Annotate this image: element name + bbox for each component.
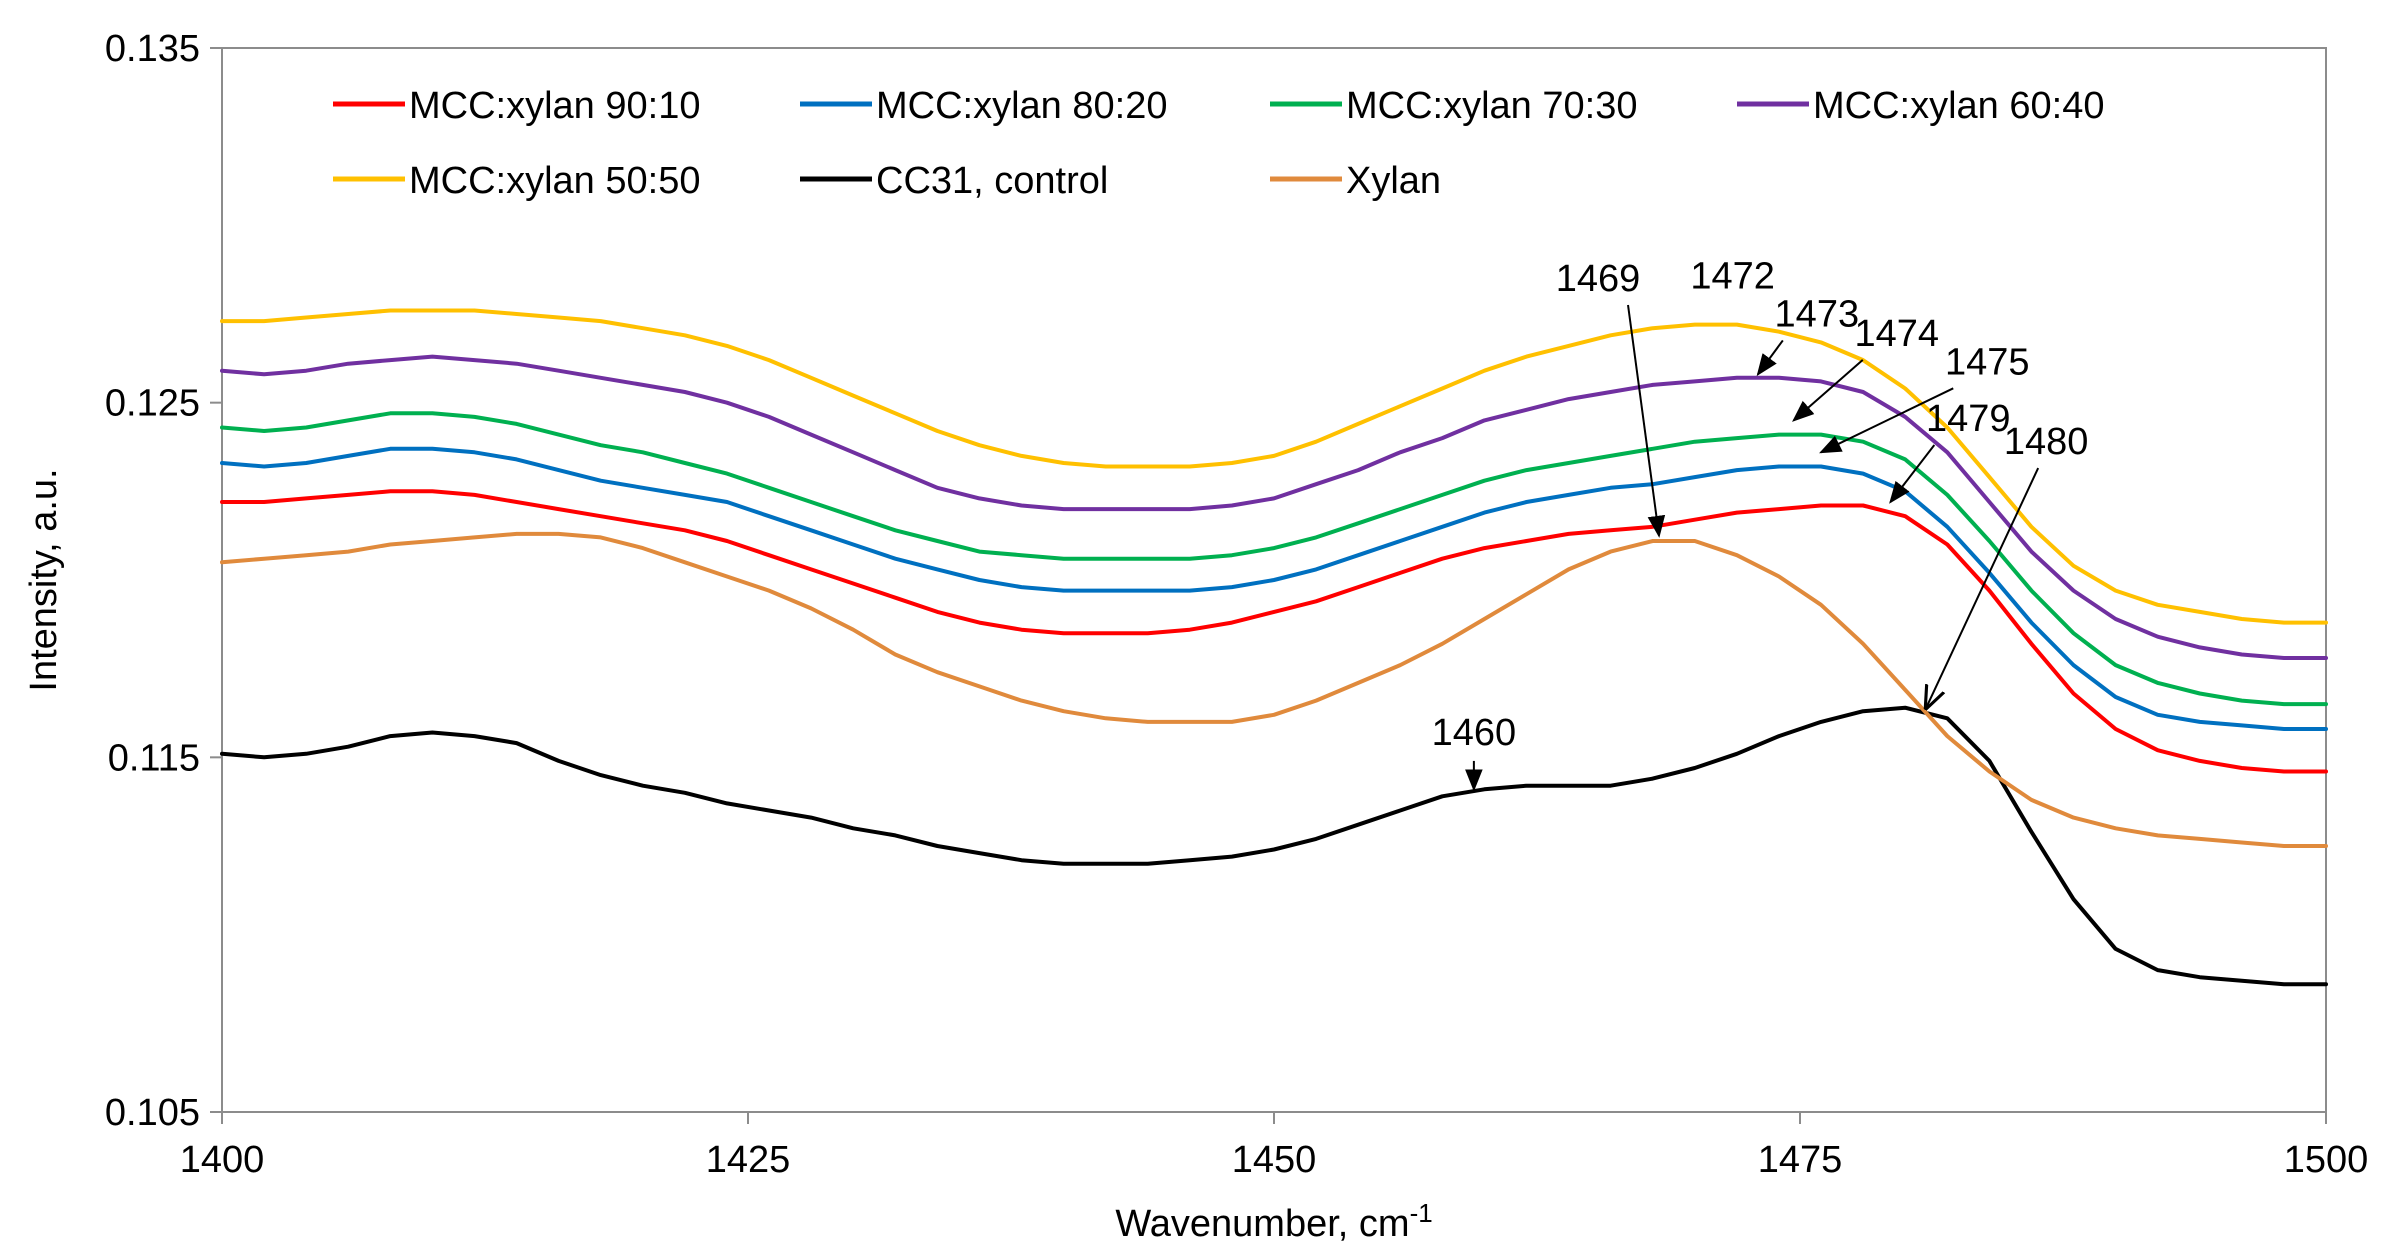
- annotation-arrow-1473: [1756, 339, 1784, 377]
- series-layer: [220, 308, 2328, 987]
- series-line-4: [220, 354, 2328, 660]
- annotation-label-1460: 1460: [1432, 712, 1517, 754]
- y-tick-label-1: 0.115: [108, 737, 200, 779]
- y-tick-label-0: 0.105: [105, 1092, 200, 1134]
- legend-label-1: MCC:xylan 90:10: [409, 85, 700, 127]
- annotation-label-1475: 1475: [1945, 341, 2030, 383]
- x-tick-label-4: 1500: [2284, 1139, 2369, 1181]
- annotation-arrow-1469: [1627, 304, 1666, 538]
- series-line-6: [220, 705, 2328, 987]
- x-axis-title-text: Wavenumber, cm: [1115, 1203, 1409, 1245]
- series-line-1: [220, 489, 2328, 774]
- legend-label-2: MCC:xylan 80:20: [876, 85, 1167, 127]
- legend-label-7: Xylan: [1346, 160, 1441, 202]
- axes: 0.105 0.115 0.125 0.135 1400 1425 1450 1475 1500…: [23, 28, 2368, 1245]
- annotation-arrow-1480: [1926, 467, 2040, 708]
- annotation-arrow-1479: [1889, 444, 1936, 504]
- series-line-2: [220, 446, 2328, 731]
- series-line-5: [220, 308, 2328, 625]
- y-tick-label-2: 0.125: [105, 383, 200, 425]
- y-axis-title: Intensity, a.u.: [23, 468, 65, 691]
- annotation-label-1480: 1480: [2004, 421, 2089, 463]
- x-axis-title: Wavenumber, cm-1: [1115, 1198, 1432, 1245]
- legend-label-5: MCC:xylan 50:50: [409, 160, 700, 202]
- annotation-label-1469: 1469: [1556, 258, 1641, 300]
- legend-label-6: CC31, control: [876, 160, 1108, 202]
- x-tick-label-1: 1425: [706, 1139, 791, 1181]
- y-tick-label-3: 0.135: [105, 28, 200, 70]
- annotation-label-1474: 1474: [1855, 313, 1940, 355]
- annotation-label-1472: 1472: [1690, 255, 1775, 297]
- annotation-arrow-1475: [1819, 387, 1954, 454]
- series-line-3: [220, 411, 2328, 707]
- legend-label-4: MCC:xylan 60:40: [1813, 85, 2104, 127]
- x-tick-label-2: 1450: [1232, 1139, 1317, 1181]
- x-tick-label-0: 1400: [180, 1139, 265, 1181]
- legend: MCC:xylan 90:10 MCC:xylan 80:20 MCC:xylan …: [333, 85, 2104, 202]
- annotation-label-1473: 1473: [1775, 293, 1860, 335]
- x-axis-title-superscript: -1: [1410, 1198, 1433, 1228]
- annotation-label-1479: 1479: [1926, 398, 2011, 440]
- x-tick-label-3: 1475: [1758, 1139, 1843, 1181]
- legend-label-3: MCC:xylan 70:30: [1346, 85, 1637, 127]
- series-line-7: [220, 531, 2328, 848]
- annotation-arrow-1474: [1792, 359, 1864, 422]
